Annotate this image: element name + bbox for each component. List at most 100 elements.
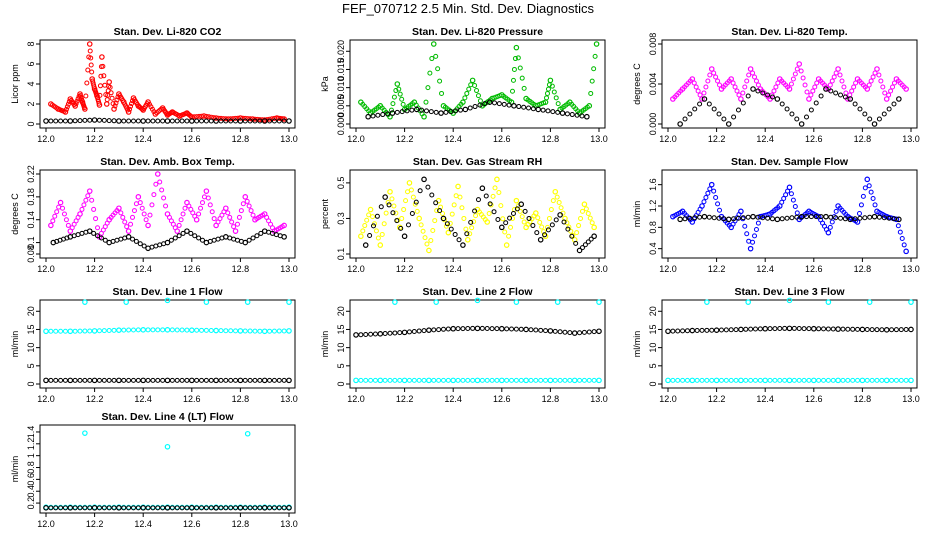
data-point — [701, 96, 708, 102]
y-tick-label: 0.4 — [26, 485, 36, 498]
data-point — [440, 326, 446, 332]
data-point — [399, 215, 405, 221]
data-point — [794, 214, 800, 220]
data-point — [760, 215, 766, 221]
data-point — [276, 328, 282, 334]
data-point — [58, 328, 64, 334]
y-tick-label: 0.008 — [648, 33, 658, 56]
data-point — [675, 377, 681, 383]
data-point — [180, 230, 186, 236]
data-point — [709, 327, 715, 333]
data-point — [522, 208, 528, 214]
data-point — [65, 222, 71, 228]
x-tick-label: 12.4 — [134, 264, 152, 274]
data-point — [707, 186, 713, 192]
data-point — [550, 109, 556, 115]
series-black — [50, 228, 287, 252]
data-point — [738, 377, 744, 384]
data-point — [72, 377, 78, 383]
data-point — [876, 72, 882, 78]
data-point — [91, 377, 98, 384]
data-point — [271, 505, 277, 511]
data-point — [762, 377, 769, 384]
data-point — [521, 219, 527, 225]
data-point — [472, 82, 478, 88]
data-point — [58, 118, 64, 124]
data-point — [823, 86, 829, 92]
data-point — [231, 224, 237, 230]
data-point — [135, 194, 142, 200]
data-point — [120, 214, 126, 220]
panel-title: Stan. Dev. Sample Flow — [731, 156, 849, 168]
data-point — [859, 377, 866, 384]
data-point — [526, 105, 532, 111]
data-point — [701, 90, 707, 96]
data-point — [426, 247, 432, 254]
data-point — [281, 116, 287, 122]
data-point — [228, 116, 234, 122]
data-point — [48, 328, 54, 334]
data-point — [508, 99, 515, 105]
data-point — [125, 234, 132, 240]
data-point — [443, 223, 449, 229]
data-point — [242, 115, 248, 121]
data-point — [556, 199, 562, 205]
data-point — [457, 107, 463, 113]
data-point — [111, 327, 117, 333]
data-point — [199, 327, 205, 333]
data-point — [455, 183, 461, 190]
data-point — [389, 196, 395, 202]
data-point — [847, 96, 854, 102]
y-axis-label: ml/min — [320, 331, 330, 358]
data-point — [102, 237, 108, 243]
data-point — [281, 234, 287, 240]
data-point — [67, 505, 74, 511]
data-point — [592, 53, 598, 59]
data-point — [145, 222, 151, 229]
data-point — [728, 327, 734, 333]
data-point — [281, 377, 287, 383]
data-point — [179, 377, 185, 383]
data-point — [541, 229, 547, 235]
data-point — [897, 229, 903, 235]
y-tick-label: 0.6 — [26, 473, 36, 486]
data-point — [62, 328, 68, 334]
data-point — [831, 74, 837, 80]
data-point — [374, 213, 380, 219]
data-point — [908, 326, 914, 333]
data-point — [418, 222, 424, 228]
data-point — [184, 228, 190, 234]
data-point — [774, 96, 781, 102]
data-point — [804, 214, 810, 220]
data-point — [154, 171, 161, 177]
data-point — [236, 214, 242, 220]
data-point — [126, 377, 132, 383]
data-point — [377, 242, 384, 248]
data-point — [53, 377, 59, 383]
data-point — [126, 118, 132, 124]
data-point — [423, 99, 429, 105]
data-point — [233, 377, 239, 383]
data-point — [87, 48, 93, 54]
data-point — [868, 189, 874, 195]
data-point — [430, 41, 437, 47]
x-tick-label: 12.6 — [493, 264, 511, 274]
data-point — [421, 377, 427, 383]
data-point — [387, 330, 393, 336]
data-point — [394, 218, 400, 224]
data-point — [470, 325, 476, 331]
data-point — [840, 377, 846, 383]
data-point — [164, 297, 171, 304]
data-point — [486, 210, 492, 216]
y-tick-label: 6 — [26, 61, 36, 66]
data-point — [752, 377, 758, 383]
x-tick-label: 12.8 — [542, 264, 560, 274]
data-point — [827, 224, 833, 230]
data-point — [585, 239, 591, 245]
data-point — [852, 216, 858, 222]
data-point — [479, 325, 485, 331]
data-point — [388, 107, 394, 113]
series-black — [43, 505, 292, 511]
data-point — [850, 326, 856, 332]
data-point — [261, 118, 268, 124]
